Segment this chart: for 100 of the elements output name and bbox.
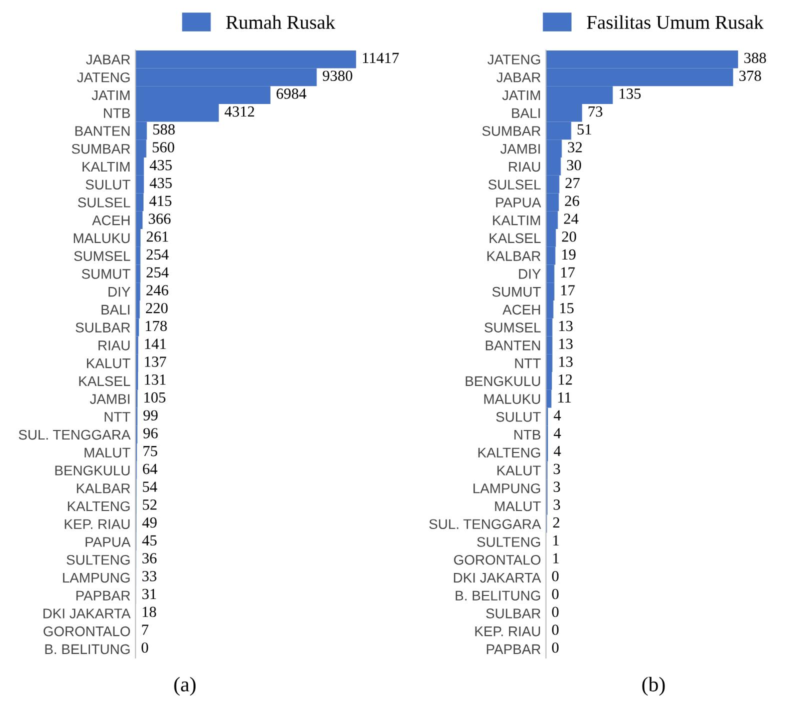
y-tick-label: NTB bbox=[104, 108, 130, 118]
y-tick-label: SULTENG bbox=[477, 537, 540, 547]
y-tick-label: SULTENG bbox=[66, 554, 130, 565]
data-label: 54 bbox=[142, 482, 158, 492]
data-label: 1 bbox=[553, 553, 559, 564]
data-label: 18 bbox=[142, 606, 156, 618]
data-label: 0 bbox=[552, 624, 559, 635]
y-tick-label: SULUT bbox=[86, 180, 130, 190]
y-tick-label: NTB bbox=[514, 430, 540, 440]
y-tick-label: BANTEN bbox=[486, 340, 540, 350]
y-tick-label: LAMPUNG bbox=[63, 572, 130, 583]
y-tick-label: BENGKULU bbox=[466, 376, 540, 386]
y-tick-label: RIAU bbox=[509, 162, 540, 172]
data-label: 4 bbox=[554, 410, 561, 420]
y-tick-label: KALTIM bbox=[493, 216, 540, 226]
data-label: 17 bbox=[561, 285, 575, 296]
data-label: 378 bbox=[739, 70, 762, 81]
data-label: 33 bbox=[142, 571, 156, 582]
y-tick-label: PAPUA bbox=[496, 198, 542, 208]
y-tick-label: KALBAR bbox=[76, 484, 130, 494]
data-label: 4 bbox=[554, 446, 561, 456]
y-tick-label: B. BELITUNG bbox=[456, 590, 540, 601]
y-tick-label: JABAR bbox=[496, 72, 540, 82]
data-label: 11417 bbox=[362, 52, 399, 63]
y-tick-label: BANTEN bbox=[75, 126, 130, 136]
data-label: 246 bbox=[146, 285, 168, 296]
y-tick-label: SUL. TENGGARA bbox=[18, 430, 131, 440]
text: (b) bbox=[642, 676, 665, 696]
y-tick-label: PAPUA bbox=[86, 537, 131, 547]
y-tick-label: JATENG bbox=[488, 54, 540, 64]
y-tick-label: KALSEL bbox=[79, 376, 130, 386]
data-label: 254 bbox=[146, 249, 169, 260]
data-label: 32 bbox=[568, 142, 582, 152]
data-label: 36 bbox=[142, 553, 157, 564]
y-tick-label: KALTENG bbox=[68, 501, 130, 512]
data-label: 220 bbox=[146, 302, 168, 314]
data-label: 178 bbox=[146, 320, 167, 332]
data-label: 141 bbox=[145, 338, 166, 349]
data-label: 560 bbox=[152, 142, 174, 152]
data-label: 3 bbox=[554, 482, 560, 492]
y-tick-label: KALTIM bbox=[82, 162, 130, 172]
data-label: 12 bbox=[558, 374, 572, 385]
y-tick-label: DIY bbox=[108, 287, 130, 297]
data-label: 20 bbox=[562, 231, 576, 242]
data-label: 96 bbox=[143, 428, 158, 438]
data-label: 0 bbox=[142, 642, 148, 653]
y-tick-label: GORONTALO bbox=[454, 554, 540, 565]
legend-label: Rumah Rusak bbox=[226, 15, 336, 29]
y-tick-label: RIAU bbox=[98, 340, 130, 350]
data-label: 11 bbox=[558, 392, 571, 402]
y-tick-label: DIY bbox=[519, 269, 541, 279]
y-tick-label: BALI bbox=[102, 304, 130, 314]
data-label: 30 bbox=[567, 160, 582, 170]
data-label: 131 bbox=[144, 374, 166, 385]
y-tick-label: SUMSEL bbox=[74, 251, 130, 261]
y-tick-label: MALUT bbox=[495, 501, 541, 512]
legend-label: Fasilitas Umum Rusak bbox=[586, 15, 764, 29]
y-tick-label: MALUKU bbox=[484, 394, 540, 404]
data-label: 13 bbox=[559, 338, 573, 349]
y-tick-label: KALBAR bbox=[487, 251, 540, 261]
data-label: 45 bbox=[142, 535, 157, 546]
data-label: 254 bbox=[146, 267, 169, 278]
text: (a) bbox=[174, 676, 196, 696]
data-label: 73 bbox=[588, 106, 602, 117]
data-label: 19 bbox=[562, 249, 576, 260]
y-tick-label: SULSEL bbox=[488, 180, 541, 190]
y-tick-label: MALUKU bbox=[74, 233, 130, 244]
data-label: 9380 bbox=[322, 70, 352, 81]
data-label: 13 bbox=[559, 320, 573, 332]
data-label: 435 bbox=[150, 178, 172, 188]
data-label: 26 bbox=[565, 196, 580, 206]
y-tick-label: NTT bbox=[104, 412, 130, 422]
y-tick-label: B. BELITUNG bbox=[45, 644, 130, 654]
data-label: 415 bbox=[149, 196, 172, 206]
y-tick-label: JAMBI bbox=[500, 144, 540, 154]
data-label: 366 bbox=[148, 214, 171, 224]
y-tick-label: BALI bbox=[512, 108, 540, 118]
data-label: 388 bbox=[744, 52, 766, 64]
y-tick-label: JAMBI bbox=[90, 394, 130, 404]
data-label: 2 bbox=[553, 517, 560, 528]
y-tick-label: SUMUT bbox=[492, 286, 541, 297]
y-tick-label: SUL. TENGGARA bbox=[429, 519, 542, 530]
data-label: 0 bbox=[552, 606, 559, 618]
data-label: 1 bbox=[553, 535, 559, 546]
y-tick-label: JATENG bbox=[77, 72, 130, 82]
y-tick-label: PAPBAR bbox=[486, 644, 540, 654]
data-label: 4 bbox=[554, 428, 561, 438]
y-tick-label: JABAR bbox=[86, 54, 130, 64]
data-label: 27 bbox=[566, 178, 580, 188]
y-tick-label: DKI JAKARTA bbox=[44, 608, 131, 618]
data-label: 7 bbox=[142, 624, 148, 635]
data-label: 0 bbox=[552, 642, 559, 653]
y-tick-label: LAMPUNG bbox=[474, 483, 540, 494]
y-tick-label: SUMUT bbox=[82, 269, 130, 279]
y-tick-label: KALSEL bbox=[490, 233, 541, 244]
y-tick-label: KALTENG bbox=[478, 448, 540, 458]
y-tick-label: KEP. RIAU bbox=[64, 519, 130, 530]
data-label: 75 bbox=[144, 446, 158, 456]
y-tick-label: SUMBAR bbox=[482, 126, 540, 136]
data-label: 31 bbox=[142, 588, 156, 600]
